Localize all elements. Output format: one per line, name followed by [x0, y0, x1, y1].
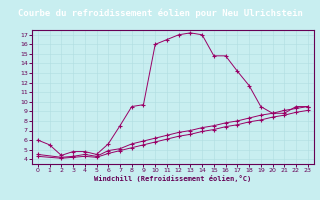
Text: Courbe du refroidissement éolien pour Neu Ulrichstein: Courbe du refroidissement éolien pour Ne…: [18, 8, 302, 18]
X-axis label: Windchill (Refroidissement éolien,°C): Windchill (Refroidissement éolien,°C): [94, 175, 252, 182]
